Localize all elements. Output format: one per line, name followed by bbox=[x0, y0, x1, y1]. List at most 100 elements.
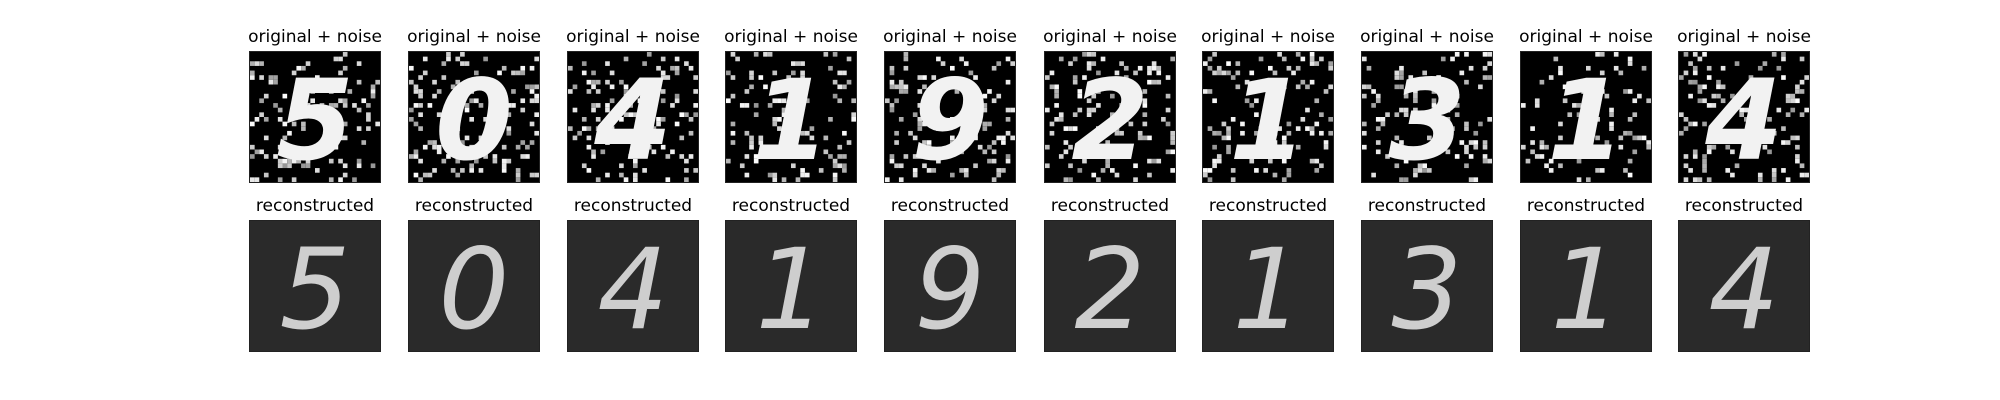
noisy-digit-canvas: 1 bbox=[1521, 52, 1651, 182]
noisy-digit-glyph: 9 bbox=[911, 57, 989, 182]
noise-pixel bbox=[1068, 144, 1073, 150]
noise-pixel bbox=[1440, 121, 1446, 127]
noise-pixel bbox=[1595, 117, 1600, 122]
noise-pixel bbox=[1207, 56, 1213, 62]
recon-background bbox=[1679, 221, 1809, 351]
noise-pixel bbox=[922, 140, 927, 145]
noise-pixel bbox=[1558, 149, 1563, 155]
noise-pixel bbox=[422, 144, 428, 150]
noise-pixel bbox=[730, 93, 736, 99]
noise-pixel bbox=[1688, 79, 1693, 85]
noise-pixel bbox=[1487, 61, 1492, 66]
noise-pixel bbox=[263, 172, 269, 178]
noise-pixel bbox=[469, 168, 474, 173]
noise-pixel bbox=[469, 144, 474, 150]
noise-pixel bbox=[1380, 121, 1386, 127]
noise-pixel bbox=[922, 121, 927, 127]
noise-pixel bbox=[628, 103, 633, 108]
noise-pixel bbox=[1385, 154, 1390, 159]
noise-pixel bbox=[1072, 112, 1078, 117]
noise-pixel bbox=[1706, 144, 1712, 150]
noise-pixel bbox=[1371, 89, 1376, 94]
noise-pixel bbox=[954, 89, 960, 94]
noise-pixel bbox=[917, 103, 923, 108]
noise-pixel bbox=[1725, 135, 1731, 141]
noise-pixel bbox=[338, 56, 343, 62]
noise-pixel bbox=[1096, 103, 1101, 108]
noise-pixel bbox=[1692, 177, 1698, 182]
noise-pixel bbox=[1706, 65, 1712, 71]
noise-pixel bbox=[1795, 154, 1800, 159]
noise-pixel bbox=[273, 75, 278, 80]
noise-pixel bbox=[832, 93, 838, 99]
noise-pixel bbox=[903, 154, 909, 159]
noise-pixel bbox=[735, 56, 740, 62]
noise-pixel bbox=[492, 158, 498, 164]
noise-pixel bbox=[1422, 70, 1427, 76]
noise-pixel bbox=[1576, 158, 1582, 164]
noise-pixel bbox=[1212, 144, 1217, 150]
noise-pixel bbox=[1422, 168, 1427, 173]
noise-pixel bbox=[982, 107, 988, 113]
noise-pixel bbox=[1623, 168, 1628, 173]
noise-pixel bbox=[646, 52, 652, 57]
noise-pixel bbox=[409, 79, 414, 85]
noise-pixel bbox=[781, 107, 787, 113]
noise-pixel bbox=[950, 172, 955, 178]
noise-pixel bbox=[1781, 56, 1786, 62]
noise-pixel bbox=[333, 103, 339, 108]
noise-pixel bbox=[1627, 89, 1633, 94]
noise-pixel bbox=[670, 65, 675, 71]
noise-pixel bbox=[1771, 177, 1777, 182]
noise-pixel bbox=[1572, 84, 1577, 90]
noise-pixel bbox=[1221, 70, 1227, 76]
noise-pixel bbox=[926, 140, 932, 145]
noise-pixel bbox=[758, 140, 764, 145]
noise-pixel bbox=[1091, 61, 1097, 66]
noise-pixel bbox=[1082, 52, 1087, 57]
noise-pixel bbox=[1785, 140, 1791, 145]
noise-pixel bbox=[1482, 154, 1488, 159]
noise-pixel bbox=[917, 75, 923, 80]
noise-pixel bbox=[889, 70, 895, 76]
noise-pixel bbox=[1212, 158, 1217, 164]
noise-pixel bbox=[1530, 126, 1535, 131]
noise-pixel bbox=[633, 144, 638, 150]
noise-pixel bbox=[963, 89, 969, 94]
noise-pixel bbox=[898, 89, 904, 94]
noise-pixel bbox=[623, 89, 629, 94]
noise-pixel bbox=[828, 154, 833, 159]
noise-pixel bbox=[894, 163, 899, 169]
noise-pixel bbox=[506, 130, 512, 136]
noise-pixel bbox=[1314, 61, 1320, 66]
noise-pixel bbox=[1683, 126, 1689, 131]
reconstructed-digit-glyph: 1 bbox=[1233, 226, 1304, 351]
noise-pixel bbox=[1464, 121, 1469, 127]
noise-pixel bbox=[912, 168, 918, 173]
noise-pixel bbox=[1459, 70, 1465, 76]
noise-pixel bbox=[1096, 177, 1101, 182]
noisy-digit-canvas: 1 bbox=[1203, 52, 1333, 182]
noise-pixel bbox=[287, 158, 292, 164]
noise-pixel bbox=[800, 61, 805, 66]
noise-pixel bbox=[1142, 121, 1148, 127]
noise-pixel bbox=[1679, 112, 1684, 117]
noise-pixel bbox=[259, 149, 264, 155]
noise-pixel bbox=[679, 154, 685, 159]
noise-pixel bbox=[328, 121, 334, 127]
noise-pixel bbox=[1558, 121, 1563, 127]
noise-pixel bbox=[1795, 158, 1800, 164]
noise-pixel bbox=[1216, 70, 1222, 76]
noise-pixel bbox=[333, 144, 339, 150]
noise-pixel bbox=[1091, 93, 1097, 99]
noise-pixel bbox=[1170, 140, 1175, 145]
noise-pixel bbox=[660, 144, 666, 150]
noise-pixel bbox=[572, 84, 578, 90]
noise-pixel bbox=[501, 112, 507, 117]
noise-pixel bbox=[1380, 117, 1386, 122]
noise-pixel bbox=[926, 144, 932, 150]
noise-pixel bbox=[595, 89, 601, 94]
noise-pixel bbox=[1431, 140, 1437, 145]
noise-pixel bbox=[660, 75, 666, 80]
noise-pixel bbox=[903, 65, 909, 71]
